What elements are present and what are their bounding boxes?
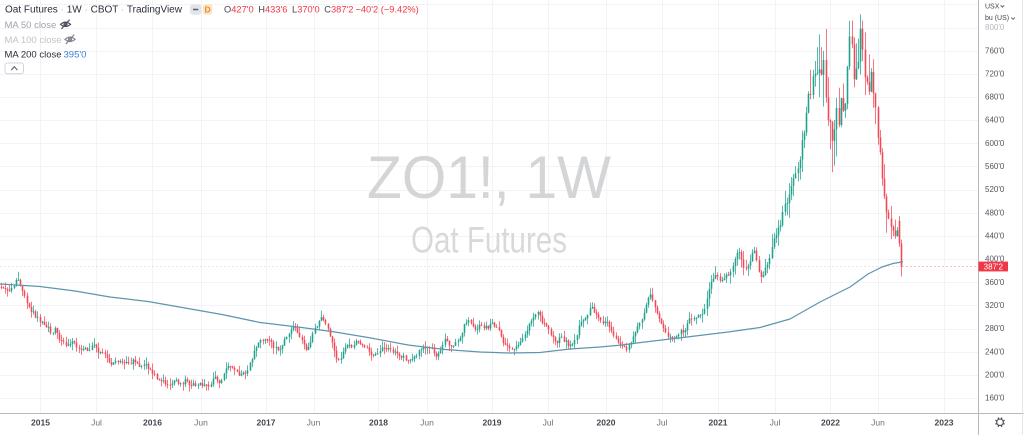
svg-text:MA 100 close: MA 100 close xyxy=(5,35,62,46)
svg-text:ZO1!, 1W: ZO1!, 1W xyxy=(367,144,611,211)
svg-text:Jul: Jul xyxy=(770,417,781,427)
svg-text:Jul: Jul xyxy=(91,417,102,427)
svg-text:Jul: Jul xyxy=(543,417,554,427)
svg-text:2015: 2015 xyxy=(31,417,50,427)
svg-text:2022: 2022 xyxy=(821,417,840,427)
svg-text:2021: 2021 xyxy=(709,417,728,427)
svg-text:320'0: 320'0 xyxy=(985,301,1005,310)
svg-text:2023: 2023 xyxy=(935,417,954,427)
svg-text:720'0: 720'0 xyxy=(985,69,1005,78)
svg-text:2016: 2016 xyxy=(143,417,162,427)
svg-text:480'0: 480'0 xyxy=(985,208,1005,217)
svg-text:D: D xyxy=(205,5,211,15)
svg-text:395'0: 395'0 xyxy=(64,50,87,61)
svg-text:160'0: 160'0 xyxy=(985,394,1005,403)
svg-text:520'0: 520'0 xyxy=(985,185,1005,194)
svg-text:360'0: 360'0 xyxy=(985,278,1005,287)
svg-text:680'0: 680'0 xyxy=(985,93,1005,102)
svg-text:Jun: Jun xyxy=(194,417,208,427)
svg-text:760'0: 760'0 xyxy=(985,46,1005,55)
svg-text:MA 50 close: MA 50 close xyxy=(5,20,57,31)
svg-text:bu (US): bu (US) xyxy=(985,15,1009,22)
svg-text:USX: USX xyxy=(985,3,1000,10)
svg-text:Oat Futures: Oat Futures xyxy=(411,220,567,261)
svg-text:O427'0 H433'6 L370'0 C387'2−40: O427'0 H433'6 L370'0 C387'2 −40'2 (−9.42%… xyxy=(224,5,419,15)
svg-text:560'0: 560'0 xyxy=(985,162,1005,171)
svg-text:Jul: Jul xyxy=(657,417,668,427)
svg-text:640'0: 640'0 xyxy=(985,116,1005,125)
svg-text:200'0: 200'0 xyxy=(985,371,1005,380)
svg-text:2019: 2019 xyxy=(483,417,502,427)
svg-text:Jun: Jun xyxy=(871,417,885,427)
svg-text:MA 200 close: MA 200 close xyxy=(5,50,62,61)
svg-text:240'0: 240'0 xyxy=(985,347,1005,356)
svg-text:Jun: Jun xyxy=(307,417,321,427)
svg-text:440'0: 440'0 xyxy=(985,232,1005,241)
svg-text:600'0: 600'0 xyxy=(985,139,1005,148)
svg-text:387'2: 387'2 xyxy=(984,263,1004,272)
svg-text:400'0: 400'0 xyxy=(985,255,1005,264)
svg-text:2017: 2017 xyxy=(257,417,276,427)
svg-text:2020: 2020 xyxy=(597,417,616,427)
svg-text:280'0: 280'0 xyxy=(985,324,1005,333)
svg-text:800'0: 800'0 xyxy=(985,23,1005,32)
svg-text:2018: 2018 xyxy=(369,417,388,427)
svg-text:Oat Futures · 1W · CBOT · Trad: Oat Futures · 1W · CBOT · TradingView xyxy=(5,5,183,16)
svg-text:Jun: Jun xyxy=(420,417,434,427)
